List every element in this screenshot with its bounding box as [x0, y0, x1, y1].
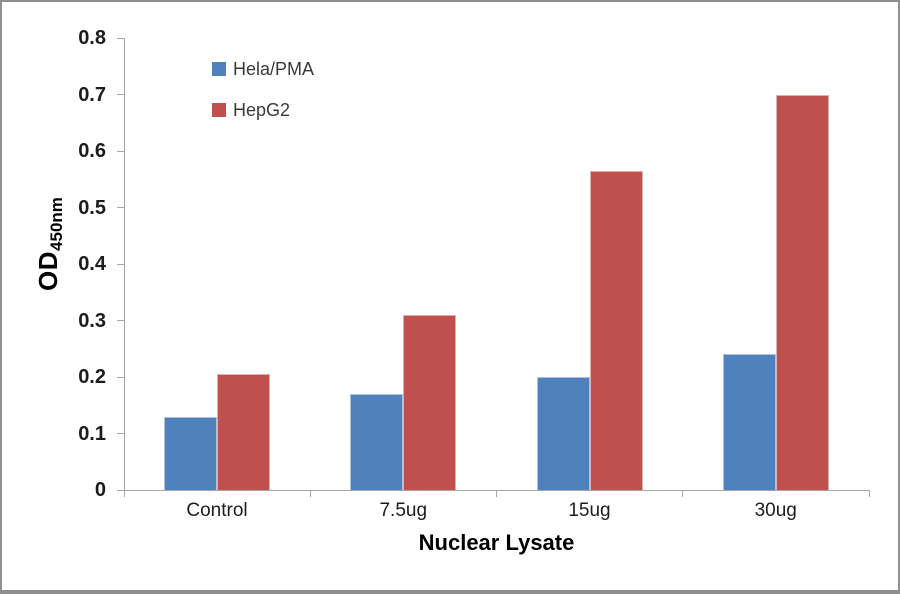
- y-axis-tick: [117, 376, 124, 378]
- y-axis-tick: [117, 94, 124, 95]
- legend-item: HepG2: [212, 100, 314, 120]
- x-axis-category-label: 15ug: [568, 500, 611, 521]
- bar-hepg2-control: [217, 374, 271, 490]
- y-axis-tick-label: 0.3: [78, 309, 106, 332]
- y-axis-tick-label: 0.6: [78, 140, 106, 162]
- x-axis-tick: [309, 490, 311, 497]
- y-axis-tick: [117, 489, 124, 491]
- bar-hela-pma-7-5ug: [350, 393, 404, 490]
- y-axis-tick-label: 0.1: [78, 422, 106, 445]
- x-axis-line: [124, 490, 870, 491]
- legend-swatch-icon: [212, 62, 226, 76]
- bar-hepg2-15ug: [589, 170, 643, 490]
- x-axis-tick: [868, 490, 870, 497]
- y-axis-tick-label: 0.4: [78, 253, 106, 275]
- y-axis-tick: [117, 37, 124, 39]
- x-axis-tick: [682, 490, 684, 497]
- bar-hela-pma-control: [164, 416, 218, 490]
- bar-hepg2-30ug: [775, 94, 829, 490]
- y-axis-tick: [117, 320, 124, 321]
- x-axis-tick: [496, 490, 497, 497]
- legend-item: Hela/PMA: [212, 59, 314, 79]
- bar-hela-pma-15ug: [536, 377, 590, 490]
- x-axis-category-label: 30ug: [754, 500, 797, 521]
- bar-hepg2-7-5ug: [403, 314, 457, 490]
- y-axis-tick: [117, 207, 124, 208]
- y-axis-line: [124, 38, 125, 490]
- plot-area: 0 0.1 0.2 0.3 0.4 0.5 0.6 0.7 0.8 Control 7.5ug 15u…: [78, 28, 870, 521]
- x-axis-title: Nuclear Lysate: [418, 530, 575, 555]
- legend-swatch-icon: [212, 103, 226, 117]
- y-axis-tick-label: 0.7: [78, 83, 106, 106]
- legend: Hela/PMA HepG2: [212, 59, 314, 120]
- y-axis-tick-label: 0.2: [78, 366, 106, 388]
- x-axis-category-label: 7.5ug: [379, 500, 428, 521]
- y-axis-tick: [117, 150, 124, 152]
- x-axis-category-label: Control: [186, 500, 248, 521]
- x-axis-tick: [123, 490, 125, 497]
- bar-hela-pma-30ug: [722, 354, 776, 490]
- y-axis-tick-label: 0: [94, 479, 106, 501]
- y-axis-tick-label: 0.8: [78, 27, 106, 49]
- legend-label: Hela/PMA: [233, 59, 315, 79]
- legend-label: HepG2: [233, 100, 291, 120]
- y-axis-tick: [117, 263, 124, 265]
- y-axis-tick: [117, 433, 124, 434]
- y-axis-tick-label: 0.5: [78, 196, 106, 219]
